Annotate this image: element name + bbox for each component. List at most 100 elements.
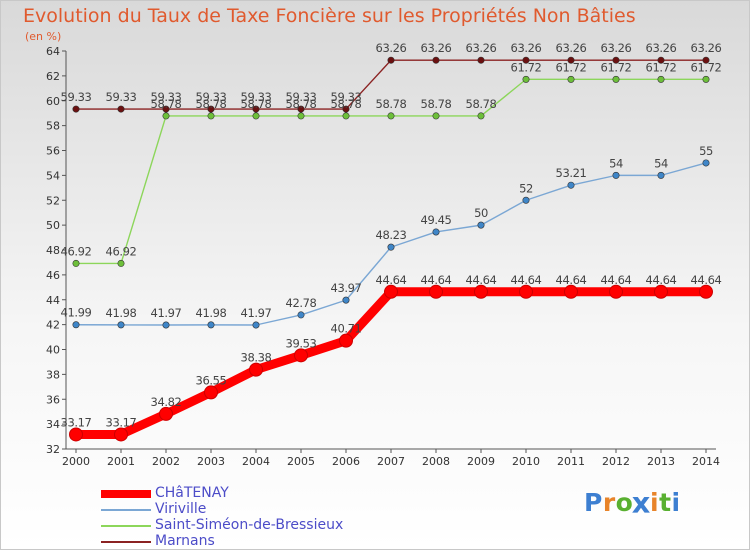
data-point-viriville [342,296,350,304]
logo-letter: i [671,488,681,517]
data-point-chatenay [339,333,353,348]
data-label-marnans: 59.33 [331,90,362,104]
data-label-saint-simeon-de-bressieux: 46.92 [61,244,92,258]
data-point-marnans [72,105,80,113]
data-label-viriville: 41.98 [196,306,227,320]
data-label-saint-simeon-de-bressieux: 58.78 [466,97,497,111]
x-tick-label: 2003 [197,455,225,468]
data-point-saint-simeon-de-bressieux [432,112,440,120]
data-point-marnans [252,105,260,113]
data-label-viriville: 54 [654,156,668,170]
data-point-viriville [252,321,260,329]
data-point-saint-simeon-de-bressieux [477,112,485,120]
data-label-chatenay: 39.53 [286,336,317,350]
data-point-viriville [567,181,575,189]
data-label-saint-simeon-de-bressieux: 58.78 [151,97,182,111]
y-tick-label: 62 [46,70,60,83]
data-label-viriville: 54 [609,156,623,170]
data-label-marnans: 63.26 [511,41,542,55]
data-point-marnans [162,105,170,113]
legend-label: Marnans [155,533,215,549]
data-label-marnans: 59.33 [151,90,182,104]
y-tick-label: 48 [46,244,60,257]
x-tick-label: 2006 [332,455,360,468]
y-tick-label: 64 [46,45,60,58]
x-tick-label: 2004 [242,455,270,468]
data-point-viriville [387,243,395,251]
data-point-saint-simeon-de-bressieux [162,112,170,120]
data-point-saint-simeon-de-bressieux [72,259,80,267]
y-tick-label: 34 [46,418,60,431]
data-point-saint-simeon-de-bressieux [207,112,215,120]
data-label-marnans: 63.26 [691,41,722,55]
data-point-chatenay [204,385,218,400]
logo-letter: o [615,488,634,517]
data-label-chatenay: 44.64 [556,273,587,287]
data-label-viriville: 42.78 [286,296,317,310]
data-label-saint-simeon-de-bressieux: 61.72 [646,60,677,74]
data-label-saint-simeon-de-bressieux: 58.78 [331,97,362,111]
legend-label: Viriville [155,501,207,517]
data-label-saint-simeon-de-bressieux: 61.72 [511,60,542,74]
y-tick-label: 46 [46,269,60,282]
series-layer [69,56,713,442]
data-label-marnans: 63.26 [601,41,632,55]
data-label-saint-simeon-de-bressieux: 58.78 [376,97,407,111]
data-label-chatenay: 34.82 [151,395,182,409]
y-tick-label: 36 [46,393,60,406]
data-point-chatenay [69,427,83,442]
data-label-marnans: 63.26 [646,41,677,55]
data-point-saint-simeon-de-bressieux [567,75,575,83]
proxiti-logo: Proxiti [584,486,681,519]
data-label-marnans: 63.26 [466,41,497,55]
data-label-chatenay: 44.64 [511,273,542,287]
data-point-viriville [162,321,170,329]
data-point-saint-simeon-de-bressieux [702,75,710,83]
data-label-viriville: 41.97 [151,306,182,320]
x-tick-label: 2008 [422,455,450,468]
y-tick-label: 60 [46,95,60,108]
data-point-marnans [207,105,215,113]
logo-letter: P [584,488,603,517]
logo-letter: r [602,488,616,517]
data-label-saint-simeon-de-bressieux: 61.72 [601,60,632,74]
data-label-viriville: 41.97 [241,306,272,320]
x-tick-label: 2005 [287,455,315,468]
data-point-viriville [297,311,305,319]
data-point-marnans [477,56,485,64]
x-tick-label: 2012 [602,455,630,468]
data-point-saint-simeon-de-bressieux [522,75,530,83]
y-tick-label: 32 [46,443,60,456]
y-tick-label: 40 [46,344,60,357]
data-label-viriville: 41.98 [106,306,137,320]
axes: 32 34 36 38 40 42 44 46 48 50 52 54 56 58 60 62 64 2000 20… [46,45,720,468]
data-point-chatenay [519,284,533,299]
data-point-marnans [117,105,125,113]
data-label-saint-simeon-de-bressieux: 58.78 [241,97,272,111]
data-label-saint-simeon-de-bressieux: 46.92 [106,244,137,258]
data-point-chatenay [429,284,443,299]
x-tick-label: 2009 [467,455,495,468]
data-label-chatenay: 33.17 [61,415,92,429]
data-point-saint-simeon-de-bressieux [117,259,125,267]
data-point-marnans [702,56,710,64]
data-point-saint-simeon-de-bressieux [657,75,665,83]
data-point-chatenay [159,406,173,421]
y-tick-label: 42 [46,319,60,332]
data-point-chatenay [654,284,668,299]
data-point-marnans [387,56,395,64]
data-label-marnans: 63.26 [376,41,407,55]
legend-swatch [101,525,151,527]
data-point-marnans [567,56,575,64]
logo-letter: t [659,488,672,517]
legend-swatch [101,509,151,511]
data-label-saint-simeon-de-bressieux: 58.78 [421,97,452,111]
y-tick-label: 56 [46,145,60,158]
y-tick-label: 50 [46,219,60,232]
data-label-marnans: 59.33 [241,90,272,104]
data-point-saint-simeon-de-bressieux [387,112,395,120]
data-point-saint-simeon-de-bressieux [342,112,350,120]
x-tick-label: 2014 [692,455,720,468]
data-label-viriville: 41.99 [61,306,92,320]
logo-letter: i [650,488,660,517]
